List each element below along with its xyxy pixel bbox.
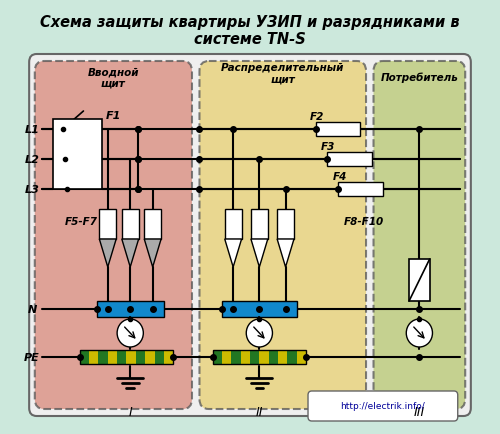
Text: II: II xyxy=(256,405,263,418)
Text: N: N xyxy=(28,304,36,314)
Bar xyxy=(409,260,430,301)
Bar xyxy=(288,350,297,364)
Polygon shape xyxy=(100,240,116,267)
Bar xyxy=(338,183,383,197)
Bar xyxy=(222,350,232,364)
Bar xyxy=(89,350,99,364)
Bar xyxy=(98,350,108,364)
Text: F3: F3 xyxy=(321,141,336,151)
Text: III: III xyxy=(414,405,425,418)
Polygon shape xyxy=(144,240,161,267)
FancyBboxPatch shape xyxy=(308,391,458,421)
Polygon shape xyxy=(122,240,138,267)
Bar xyxy=(117,350,126,364)
Bar xyxy=(136,350,145,364)
Text: F2: F2 xyxy=(310,112,324,122)
Bar xyxy=(240,350,250,364)
Bar xyxy=(232,350,240,364)
Text: Потребитель: Потребитель xyxy=(380,72,458,83)
FancyBboxPatch shape xyxy=(29,55,471,416)
Text: F1: F1 xyxy=(106,111,122,121)
Bar xyxy=(268,350,278,364)
Text: L1: L1 xyxy=(24,125,40,135)
Bar xyxy=(144,210,161,240)
Bar xyxy=(80,350,174,364)
Bar xyxy=(326,153,372,167)
Bar xyxy=(316,123,360,137)
Bar xyxy=(277,210,294,240)
Bar xyxy=(224,210,242,240)
Polygon shape xyxy=(224,240,242,267)
Text: Схема защиты квартиры УЗИП и разрядниками в: Схема защиты квартиры УЗИП и разрядникам… xyxy=(40,14,460,30)
Bar xyxy=(108,350,117,364)
Bar xyxy=(126,350,136,364)
Bar xyxy=(100,210,116,240)
Circle shape xyxy=(246,319,272,347)
FancyBboxPatch shape xyxy=(35,62,192,409)
Text: Распределительный
щит: Распределительный щит xyxy=(221,63,344,85)
Bar xyxy=(278,350,287,364)
Text: L2: L2 xyxy=(24,155,40,164)
Circle shape xyxy=(117,319,143,347)
Bar xyxy=(222,301,297,317)
Text: L3: L3 xyxy=(24,184,40,194)
Bar xyxy=(122,210,138,240)
Text: PE: PE xyxy=(24,352,40,362)
Bar xyxy=(297,350,306,364)
Text: F8-F10: F8-F10 xyxy=(344,217,384,227)
FancyBboxPatch shape xyxy=(374,62,465,409)
Bar xyxy=(154,350,164,364)
FancyBboxPatch shape xyxy=(200,62,366,409)
Bar xyxy=(80,350,89,364)
Bar xyxy=(96,301,164,317)
Text: F4: F4 xyxy=(332,171,346,181)
Text: I: I xyxy=(128,405,132,418)
Bar xyxy=(260,350,268,364)
Bar xyxy=(54,120,102,190)
Polygon shape xyxy=(251,240,268,267)
Circle shape xyxy=(406,319,432,347)
Bar xyxy=(251,210,268,240)
Polygon shape xyxy=(277,240,294,267)
Text: системе TN-S: системе TN-S xyxy=(194,33,306,47)
Bar xyxy=(212,350,306,364)
Text: Вводной
щит: Вводной щит xyxy=(88,67,139,89)
Text: F5-F7: F5-F7 xyxy=(64,217,98,227)
Bar xyxy=(250,350,260,364)
Text: http://electrik.info/: http://electrik.info/ xyxy=(340,401,426,411)
Bar xyxy=(145,350,154,364)
Bar xyxy=(212,350,222,364)
Bar xyxy=(164,350,173,364)
